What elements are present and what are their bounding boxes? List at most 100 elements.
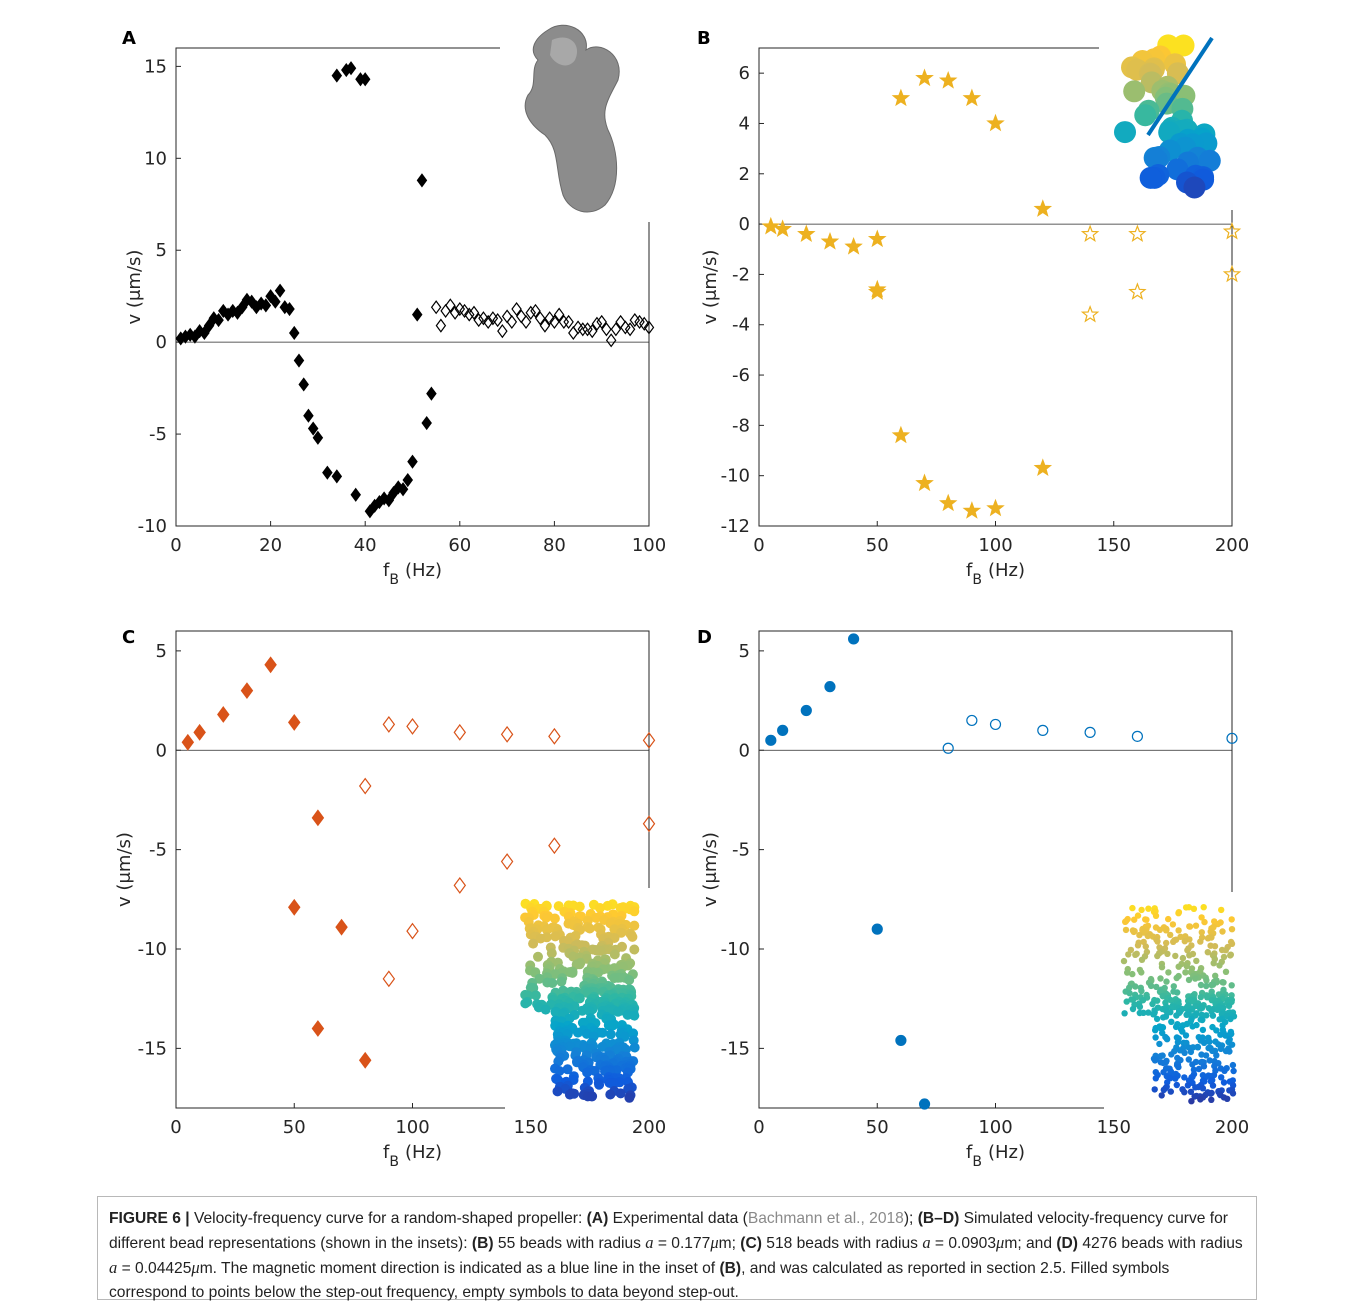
x-axis-label-sub: B (389, 1154, 399, 1170)
y-tick-label: -5 (149, 424, 167, 445)
inset-bead (1175, 910, 1182, 917)
y-tick-label: 5 (156, 641, 167, 662)
point (1226, 732, 1238, 744)
inset-bead (1158, 1092, 1165, 1099)
inset-bead (1204, 994, 1211, 1001)
inset-bead (1125, 951, 1132, 958)
x-axis-label: fB (Hz) (383, 560, 442, 588)
point (264, 656, 277, 674)
inset-bead (1191, 1093, 1198, 1100)
inset-bead (533, 951, 543, 962)
caption-run: (B–D) (917, 1210, 960, 1227)
point (1128, 224, 1147, 242)
point (966, 714, 978, 727)
inset-shape (524, 24, 620, 213)
inset-bead (1172, 34, 1195, 57)
inset-bead (528, 938, 539, 949)
inset-bead (1181, 1089, 1188, 1096)
y-tick-label: 0 (739, 214, 750, 235)
x-tick-label: 0 (753, 1117, 764, 1138)
x-tick-label: 200 (1215, 1117, 1249, 1138)
y-tick-label: 0 (156, 332, 167, 353)
point (478, 311, 489, 326)
inset-bead (1190, 905, 1198, 912)
caption-run: , and was calculated as reported in sect… (109, 1260, 1170, 1301)
inset-bead (1175, 963, 1182, 970)
caption-run: ); (903, 1210, 918, 1227)
inset-bead (1199, 1026, 1207, 1034)
inset-bead (1122, 918, 1129, 925)
caption-run: 4276 beads with radius (1078, 1235, 1243, 1252)
inset-bead (1217, 1031, 1224, 1038)
inset-bead (1202, 1052, 1210, 1059)
inset-bead (1169, 921, 1177, 928)
inset-bead (602, 900, 613, 911)
point (482, 314, 494, 330)
inset-bead (1210, 960, 1217, 967)
x-axis-label: fB (Hz) (966, 1142, 1025, 1170)
inset-bead (552, 1086, 563, 1097)
inset-bead (1229, 1061, 1237, 1069)
inset-bead (1185, 1056, 1193, 1063)
x-tick-label: 100 (632, 535, 666, 556)
inset-bead (1224, 1095, 1231, 1103)
inset-bead (1184, 1082, 1192, 1089)
x-tick-label: 60 (448, 535, 471, 556)
inset-bead (1217, 1045, 1225, 1053)
point (500, 725, 514, 743)
y-axis-label: v (μm/s) (114, 832, 135, 907)
caption-run: 518 beads with radius (761, 1235, 923, 1252)
x-axis-label-unit: (Hz) (988, 1142, 1025, 1163)
point (397, 482, 409, 497)
inset-bead (627, 931, 638, 942)
caption-run: a (922, 1233, 931, 1252)
x-axis-label-unit: (Hz) (405, 1142, 442, 1163)
inset-bead (1228, 926, 1236, 933)
point (284, 301, 295, 317)
x-tick-label: 150 (514, 1117, 548, 1138)
caption-run: m; (718, 1235, 741, 1252)
inset-bead (1227, 1015, 1234, 1023)
x-tick-label: 50 (283, 1117, 306, 1138)
panel-label: C (122, 627, 135, 648)
point (820, 231, 840, 250)
point (530, 303, 541, 318)
inset-bead (591, 912, 601, 923)
point (568, 325, 579, 341)
inset-bead (608, 1020, 619, 1031)
inset-bead (564, 1089, 575, 1100)
point (643, 320, 655, 335)
x-tick-label: 200 (632, 1117, 666, 1138)
point (942, 742, 954, 754)
inset-bead (1182, 904, 1190, 911)
inset-bead (1199, 1085, 1207, 1092)
inset-bead (1228, 992, 1235, 999)
inset-bead (1182, 969, 1189, 976)
inset-bead (1138, 987, 1145, 995)
inset-bead (1182, 1032, 1190, 1039)
point (605, 333, 617, 348)
y-tick-label: 10 (144, 148, 167, 169)
point (181, 733, 195, 751)
inset-bead (1165, 915, 1172, 923)
inset-bead (1206, 1057, 1213, 1064)
inset-bead (1132, 983, 1139, 990)
inset-bead (1147, 982, 1155, 990)
x-tick-label: 50 (866, 535, 889, 556)
y-tick-label: -12 (721, 516, 750, 537)
inset-bead (595, 945, 606, 956)
point (572, 320, 584, 335)
point (765, 734, 777, 746)
inset-bead (535, 933, 546, 944)
point (642, 731, 656, 749)
inset-bead (1220, 953, 1228, 961)
point (358, 777, 372, 795)
inset-bead (1129, 904, 1136, 912)
inset-bead (629, 1010, 640, 1021)
point (591, 316, 603, 331)
inset-bead (1222, 968, 1230, 975)
point (962, 88, 982, 107)
inset-bead (594, 1079, 605, 1090)
point (406, 922, 419, 940)
point (596, 314, 607, 330)
